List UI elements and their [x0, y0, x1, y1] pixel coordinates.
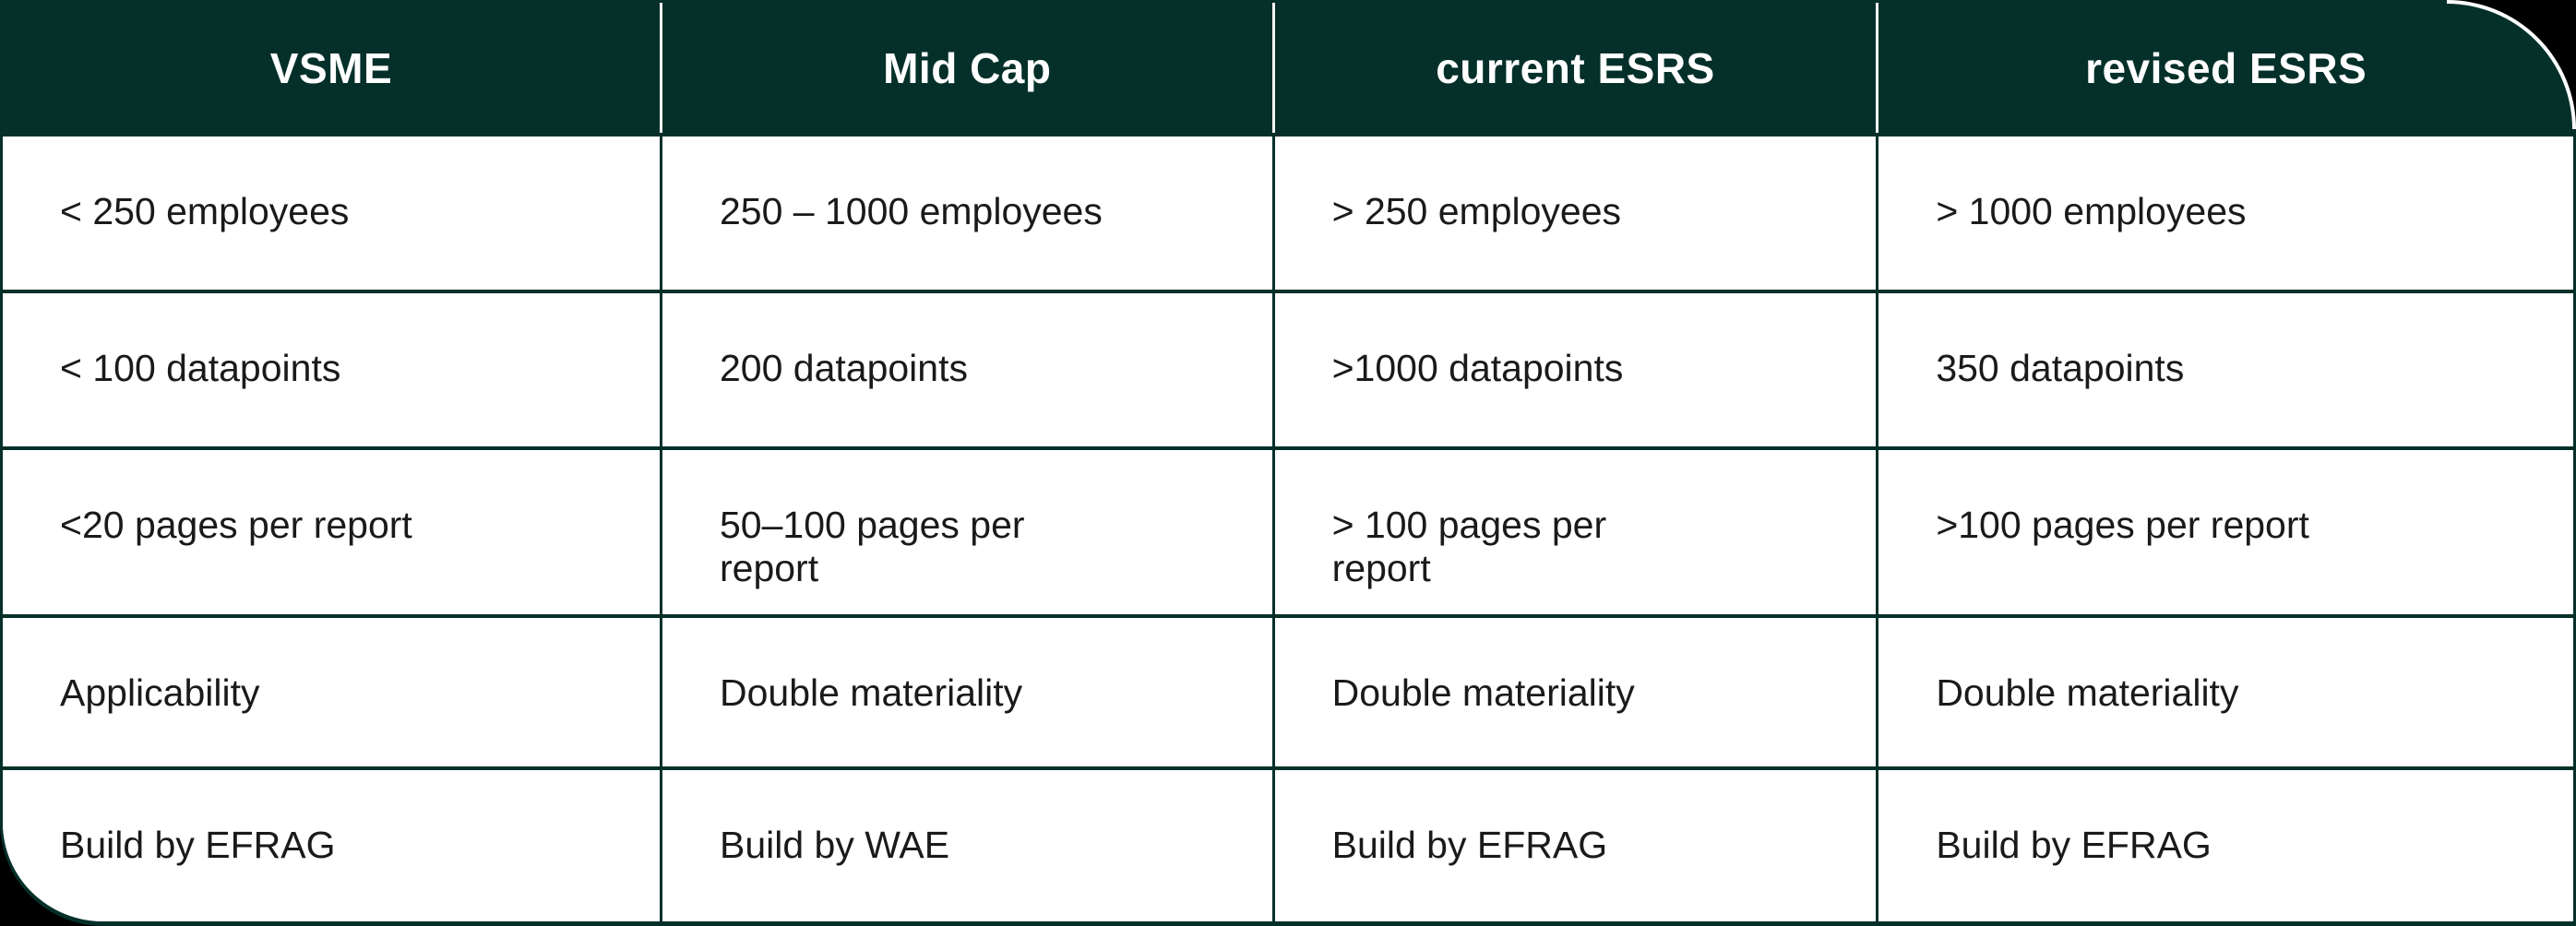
table-row-materiality: Applicability Double materiality Double …	[3, 614, 2573, 768]
table-header-row: VSME Mid Cap current ESRS revised ESRS	[3, 3, 2573, 135]
cell-midcap-builder: Build by WAE	[659, 766, 1274, 921]
cell-current-esrs-builder: Build by EFRAG	[1271, 766, 1878, 921]
table-row-datapoints: < 100 datapoints 200 datapoints >1000 da…	[3, 290, 2573, 448]
cell-current-esrs-pages: > 100 pages per report	[1271, 446, 1878, 616]
cell-revised-esrs-datapoints: 350 datapoints	[1876, 290, 2573, 448]
cell-revised-esrs-materiality: Double materiality	[1876, 614, 2573, 768]
cell-current-esrs-employees: > 250 employees	[1271, 133, 1878, 291]
cell-revised-esrs-builder: Build by EFRAG	[1876, 766, 2573, 921]
cell-vsme-pages: <20 pages per report	[3, 446, 662, 616]
cell-vsme-builder: Build by EFRAG	[3, 766, 662, 921]
column-header-revised-esrs: revised ESRS	[1876, 3, 2573, 135]
column-header-mid-cap: Mid Cap	[659, 3, 1274, 135]
table-row-pages: <20 pages per report 50–100 pages per re…	[3, 446, 2573, 616]
comparison-table: VSME Mid Cap current ESRS revised ESRS <…	[3, 3, 2573, 921]
cell-revised-esrs-pages: >100 pages per report	[1876, 446, 2573, 616]
cell-current-esrs-materiality: Double materiality	[1271, 614, 1878, 768]
cell-vsme-datapoints: < 100 datapoints	[3, 290, 662, 448]
cell-midcap-datapoints: 200 datapoints	[659, 290, 1274, 448]
table-row-builder: Build by EFRAG Build by WAE Build by EFR…	[3, 766, 2573, 921]
cell-revised-esrs-employees: > 1000 employees	[1876, 133, 2573, 291]
column-header-current-esrs: current ESRS	[1271, 3, 1878, 135]
cell-midcap-pages: 50–100 pages per report	[659, 446, 1274, 616]
cell-vsme-employees: < 250 employees	[3, 133, 662, 291]
cell-midcap-materiality: Double materiality	[659, 614, 1274, 768]
cell-vsme-materiality: Applicability	[3, 614, 662, 768]
column-header-vsme: VSME	[3, 3, 662, 135]
cell-midcap-employees: 250 – 1000 employees	[659, 133, 1274, 291]
table-row-employees: < 250 employees 250 – 1000 employees > 2…	[3, 133, 2573, 291]
cell-current-esrs-datapoints: >1000 datapoints	[1271, 290, 1878, 448]
